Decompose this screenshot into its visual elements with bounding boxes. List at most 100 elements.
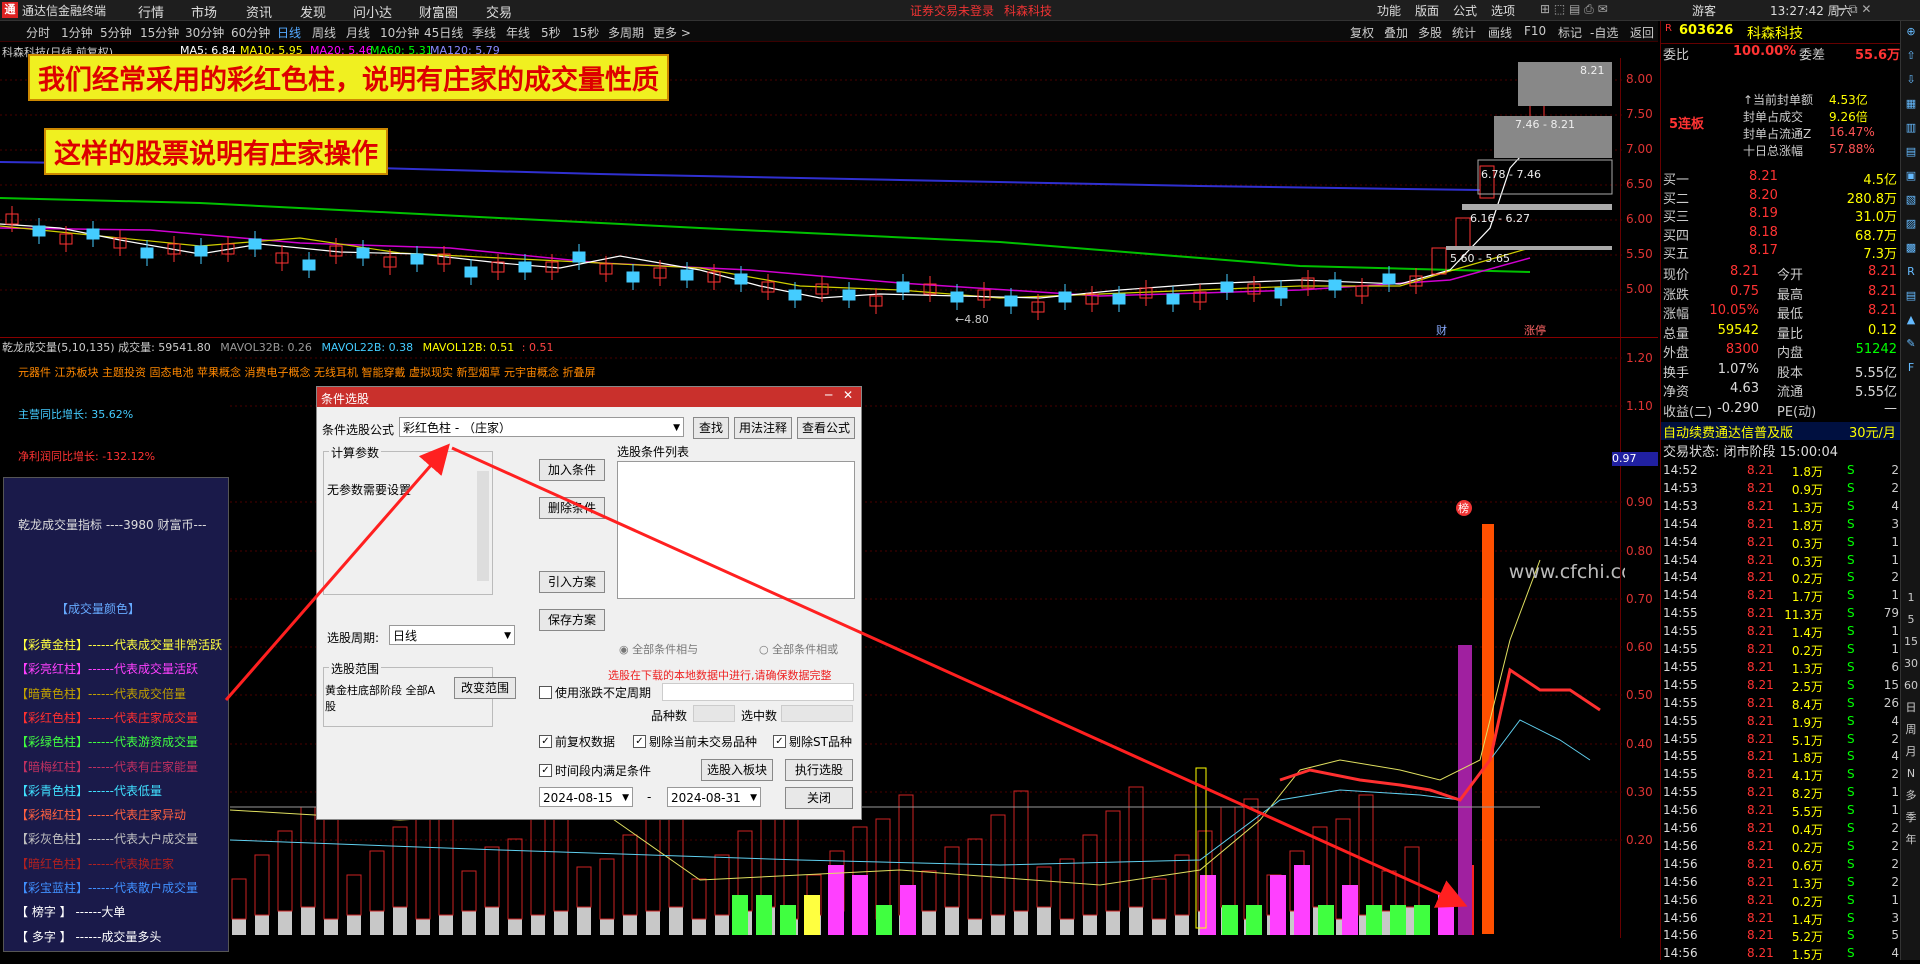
menu-gongneng[interactable]: 功能 bbox=[1377, 4, 1402, 18]
period-1min[interactable]: 1分钟 bbox=[61, 26, 93, 40]
sector-icon[interactable]: ▤ bbox=[1905, 289, 1917, 302]
menu-faxian[interactable]: 发现 bbox=[300, 6, 327, 21]
side-period-0[interactable]: 1 bbox=[1907, 591, 1915, 604]
bid-row[interactable]: 买二 8.20 280.8万 bbox=[1661, 188, 1901, 207]
mover-icon[interactable]: ▲ bbox=[1906, 313, 1916, 326]
period-10min[interactable]: 10分钟 bbox=[380, 26, 420, 40]
period-multi[interactable]: 多周期 bbox=[608, 26, 645, 40]
side-period-4[interactable]: 60 bbox=[1904, 679, 1918, 692]
period-input[interactable] bbox=[662, 683, 854, 701]
board-icon[interactable]: ▩ bbox=[1905, 241, 1917, 254]
period-month[interactable]: 月线 bbox=[346, 26, 371, 40]
execute-button[interactable]: 执行选股 bbox=[785, 759, 853, 781]
period-5min[interactable]: 5分钟 bbox=[100, 26, 132, 40]
date-from[interactable]: 2024-08-15 ▼ bbox=[539, 787, 633, 807]
remove-untraded-checkbox[interactable]: ✓ bbox=[633, 735, 646, 748]
pin-icon[interactable]: ⊕ bbox=[1906, 25, 1916, 38]
bid-row[interactable]: 买三 8.19 31.0万 bbox=[1661, 206, 1901, 225]
period-select[interactable]: 日线 ▼ bbox=[389, 625, 515, 645]
menu-xuanxiang[interactable]: 选项 bbox=[1491, 4, 1516, 18]
menu-banmian[interactable]: 版面 bbox=[1415, 4, 1440, 18]
close-icon[interactable]: ✕ bbox=[843, 388, 854, 402]
side-period-9[interactable]: 多 bbox=[1905, 789, 1917, 802]
tool-fuquan[interactable]: 复权 bbox=[1350, 26, 1375, 40]
fund-icon[interactable]: ▧ bbox=[1905, 193, 1917, 206]
window-controls[interactable]: ━ ⧉ ✕ bbox=[1838, 2, 1872, 16]
user-label[interactable]: 游客 bbox=[1692, 4, 1717, 18]
layout-icon[interactable]: ▦ bbox=[1905, 97, 1917, 110]
period-5sec[interactable]: 5秒 bbox=[541, 26, 561, 40]
radio-and[interactable]: ◉ 全部条件相与 bbox=[619, 643, 699, 656]
period-fenshi[interactable]: 分时 bbox=[26, 26, 51, 40]
side-period-7[interactable]: 月 bbox=[1905, 745, 1917, 758]
period-15sec[interactable]: 15秒 bbox=[572, 26, 600, 40]
menu-caifuquan[interactable]: 财富圈 bbox=[419, 6, 459, 21]
tool-diejia[interactable]: 叠加 bbox=[1384, 26, 1409, 40]
menu-gongshi[interactable]: 公式 bbox=[1453, 4, 1478, 18]
change-range-button[interactable]: 改变范围 bbox=[454, 677, 516, 699]
period-45day[interactable]: 45日线 bbox=[424, 26, 464, 40]
period-15min[interactable]: 15分钟 bbox=[140, 26, 180, 40]
period-30min[interactable]: 30分钟 bbox=[185, 26, 225, 40]
nonfixed-period-checkbox[interactable] bbox=[539, 686, 552, 699]
stats-icon[interactable]: ▨ bbox=[1905, 217, 1917, 230]
tool-f10[interactable]: F10 bbox=[1524, 24, 1547, 38]
add-to-block-button[interactable]: 选股入板块 bbox=[701, 759, 773, 781]
menu-jiaoyi[interactable]: 交易 bbox=[486, 6, 513, 21]
period-week[interactable]: 周线 bbox=[312, 26, 337, 40]
side-period-6[interactable]: 周 bbox=[1905, 723, 1917, 736]
menu-hangqing[interactable]: 行情 bbox=[138, 6, 165, 21]
period-60min[interactable]: 60分钟 bbox=[231, 26, 271, 40]
side-period-2[interactable]: 15 bbox=[1904, 635, 1918, 648]
tool-biaoji[interactable]: 标记 bbox=[1558, 26, 1583, 40]
fs-icon[interactable]: F bbox=[1907, 361, 1915, 374]
period-year[interactable]: 年线 bbox=[506, 26, 531, 40]
tool-huaxian[interactable]: 画线 bbox=[1488, 26, 1513, 40]
news-icon[interactable]: ▣ bbox=[1905, 169, 1917, 182]
menu-wenxiaoda[interactable]: 问小达 bbox=[353, 6, 393, 21]
close-button[interactable]: 关闭 bbox=[785, 787, 853, 809]
usage-button[interactable]: 用法注释 bbox=[734, 417, 792, 439]
prior-adjust-checkbox[interactable]: ✓ bbox=[539, 735, 552, 748]
login-status[interactable]: 证券交易未登录 bbox=[910, 4, 995, 18]
period-day[interactable]: 日线 bbox=[277, 26, 302, 40]
side-period-8[interactable]: N bbox=[1906, 767, 1916, 780]
up-icon[interactable]: ⇧ bbox=[1906, 49, 1916, 62]
toolbar-icons[interactable]: ⊞ ⬚ ▤ ⎙ ✉ bbox=[1540, 2, 1608, 16]
dialog-titlebar[interactable]: 条件选股 ─ ✕ bbox=[317, 387, 861, 407]
bid-row[interactable]: 买五 8.17 7.3万 bbox=[1661, 243, 1901, 262]
ad-row[interactable]: 自动续费通达信普及版 30元/月 bbox=[1661, 422, 1901, 441]
pen-icon[interactable]: ✎ bbox=[1906, 337, 1916, 350]
params-scrollbar[interactable] bbox=[477, 471, 489, 581]
down-icon[interactable]: ⇩ bbox=[1906, 73, 1916, 86]
chart-icon[interactable]: ▥ bbox=[1905, 121, 1917, 134]
time-range-checkbox[interactable]: ✓ bbox=[539, 764, 552, 777]
side-period-10[interactable]: 季 bbox=[1905, 811, 1917, 824]
add-condition-button[interactable]: 加入条件 bbox=[539, 459, 605, 481]
menu-zixun[interactable]: 资讯 bbox=[246, 6, 273, 21]
bid-row[interactable]: 买四 8.18 68.7万 bbox=[1661, 225, 1901, 244]
period-season[interactable]: 季线 bbox=[472, 26, 497, 40]
bid-row[interactable]: 买一 8.21 4.5亿 bbox=[1661, 169, 1901, 188]
side-period-5[interactable]: 日 bbox=[1905, 701, 1917, 714]
side-period-11[interactable]: 年 bbox=[1905, 833, 1917, 846]
rsi-icon[interactable]: R bbox=[1907, 265, 1915, 278]
tool-fanhui[interactable]: 返回 bbox=[1630, 26, 1655, 40]
radio-or[interactable]: ○ 全部条件相或 bbox=[759, 643, 839, 656]
side-period-3[interactable]: 30 bbox=[1904, 657, 1918, 670]
tool-zixuan[interactable]: -自选 bbox=[1590, 26, 1619, 40]
date-to[interactable]: 2024-08-31 ▼ bbox=[667, 787, 761, 807]
formula-select[interactable]: 彩红色柱 - （庄家） ▼ bbox=[399, 417, 684, 437]
find-button[interactable]: 查找 bbox=[693, 417, 729, 439]
save-plan-button[interactable]: 保存方案 bbox=[539, 609, 605, 631]
tool-duogu[interactable]: 多股 bbox=[1418, 26, 1443, 40]
period-more[interactable]: 更多 > bbox=[653, 26, 691, 40]
menu-shichang[interactable]: 市场 bbox=[191, 6, 218, 21]
tool-tongji[interactable]: 统计 bbox=[1452, 26, 1477, 40]
view-formula-button[interactable]: 查看公式 bbox=[797, 417, 855, 439]
condition-list[interactable] bbox=[617, 461, 855, 599]
side-period-1[interactable]: 5 bbox=[1907, 613, 1915, 626]
delete-condition-button[interactable]: 删除条件 bbox=[539, 497, 605, 519]
report-icon[interactable]: ▤ bbox=[1905, 145, 1917, 158]
import-plan-button[interactable]: 引入方案 bbox=[539, 571, 605, 593]
